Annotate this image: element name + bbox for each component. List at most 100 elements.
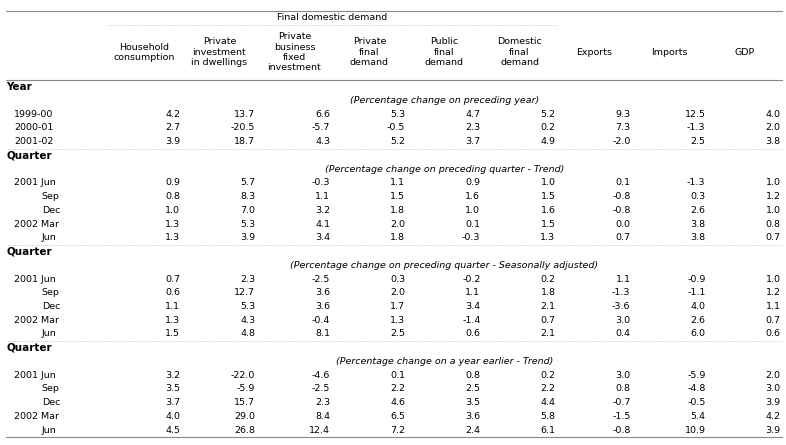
Text: Quarter: Quarter [6,150,52,160]
Text: 1.6: 1.6 [541,206,556,215]
Text: 4.0: 4.0 [690,302,706,311]
Text: 0.3: 0.3 [391,275,406,283]
Text: 3.9: 3.9 [241,233,255,242]
Text: 2.0: 2.0 [391,219,406,229]
Text: 3.4: 3.4 [315,233,330,242]
Text: -4.8: -4.8 [687,384,706,393]
Text: 0.1: 0.1 [615,178,630,187]
Text: 0.7: 0.7 [541,316,556,325]
Text: 5.3: 5.3 [391,109,406,119]
Text: Jun: Jun [42,425,57,435]
Text: 3.5: 3.5 [465,398,480,407]
Text: -0.9: -0.9 [687,275,706,283]
Text: 4.4: 4.4 [541,398,556,407]
Text: 1.0: 1.0 [766,206,780,215]
Text: 26.8: 26.8 [234,425,255,435]
Text: 0.7: 0.7 [766,316,780,325]
Text: 2.1: 2.1 [541,302,556,311]
Text: 1.2: 1.2 [766,192,780,201]
Text: -0.7: -0.7 [612,398,630,407]
Text: Sep: Sep [42,192,60,201]
Text: -22.0: -22.0 [231,371,255,380]
Text: 3.0: 3.0 [766,384,780,393]
Text: 1.3: 1.3 [540,233,556,242]
Text: 1999-00: 1999-00 [14,109,53,119]
Text: 3.6: 3.6 [465,412,480,421]
Text: Sep: Sep [42,384,60,393]
Text: 0.6: 0.6 [165,288,180,297]
Text: 4.3: 4.3 [241,316,255,325]
Text: -1.4: -1.4 [462,316,480,325]
Text: 7.0: 7.0 [241,206,255,215]
Text: Dec: Dec [42,206,60,215]
Text: Imports: Imports [652,48,688,57]
Text: 3.8: 3.8 [690,233,706,242]
Text: 0.6: 0.6 [465,329,480,339]
Text: 2.3: 2.3 [241,275,255,283]
Text: 5.3: 5.3 [241,219,255,229]
Text: (Percentage change on preceding year): (Percentage change on preceding year) [350,96,539,105]
Text: 2.6: 2.6 [690,206,706,215]
Text: 1.0: 1.0 [165,206,180,215]
Text: 0.1: 0.1 [391,371,406,380]
Text: 5.3: 5.3 [241,302,255,311]
Text: -0.5: -0.5 [387,123,406,133]
Text: 1.8: 1.8 [541,288,556,297]
Text: 1.0: 1.0 [766,275,780,283]
Text: 1.5: 1.5 [391,192,406,201]
Text: 3.2: 3.2 [165,371,180,380]
Text: 2.6: 2.6 [690,316,706,325]
Text: 3.9: 3.9 [165,137,180,146]
Text: 3.6: 3.6 [315,302,330,311]
Text: -3.6: -3.6 [612,302,630,311]
Text: 0.2: 0.2 [541,371,556,380]
Text: 0.8: 0.8 [766,219,780,229]
Text: 2000-01: 2000-01 [14,123,53,133]
Text: 8.4: 8.4 [315,412,330,421]
Text: 2.3: 2.3 [465,123,480,133]
Text: 0.7: 0.7 [165,275,180,283]
Text: 0.8: 0.8 [165,192,180,201]
Text: Private
investment
in dwellings: Private investment in dwellings [191,37,248,67]
Text: -1.3: -1.3 [687,123,706,133]
Text: 4.8: 4.8 [241,329,255,339]
Text: 1.0: 1.0 [541,178,556,187]
Text: 3.8: 3.8 [690,219,706,229]
Text: 1.5: 1.5 [165,329,180,339]
Text: 12.4: 12.4 [310,425,330,435]
Text: Household
consumption: Household consumption [114,43,175,62]
Text: 0.9: 0.9 [465,178,480,187]
Text: 13.7: 13.7 [234,109,255,119]
Text: 10.9: 10.9 [685,425,706,435]
Text: -1.3: -1.3 [687,178,706,187]
Text: -20.5: -20.5 [231,123,255,133]
Text: 5.2: 5.2 [541,109,556,119]
Text: 9.3: 9.3 [615,109,630,119]
Text: -5.9: -5.9 [237,384,255,393]
Text: Jun: Jun [42,233,57,242]
Text: 4.7: 4.7 [465,109,480,119]
Text: 7.3: 7.3 [615,123,630,133]
Text: 1.8: 1.8 [391,206,406,215]
Text: 1.5: 1.5 [541,219,556,229]
Text: 3.0: 3.0 [615,371,630,380]
Text: -4.6: -4.6 [312,371,330,380]
Text: 1.3: 1.3 [165,219,180,229]
Text: Exports: Exports [576,48,612,57]
Text: 1.6: 1.6 [465,192,480,201]
Text: 3.2: 3.2 [315,206,330,215]
Text: 12.7: 12.7 [234,288,255,297]
Text: 1.1: 1.1 [165,302,180,311]
Text: 0.4: 0.4 [615,329,630,339]
Text: 0.3: 0.3 [690,192,706,201]
Text: 0.8: 0.8 [465,371,480,380]
Text: 6.0: 6.0 [690,329,706,339]
Text: 3.8: 3.8 [766,137,780,146]
Text: 0.0: 0.0 [615,219,630,229]
Text: 1.1: 1.1 [465,288,480,297]
Text: Dec: Dec [42,398,60,407]
Text: Year: Year [6,82,32,92]
Text: 5.4: 5.4 [690,412,706,421]
Text: 2.0: 2.0 [766,371,780,380]
Text: 2.7: 2.7 [165,123,180,133]
